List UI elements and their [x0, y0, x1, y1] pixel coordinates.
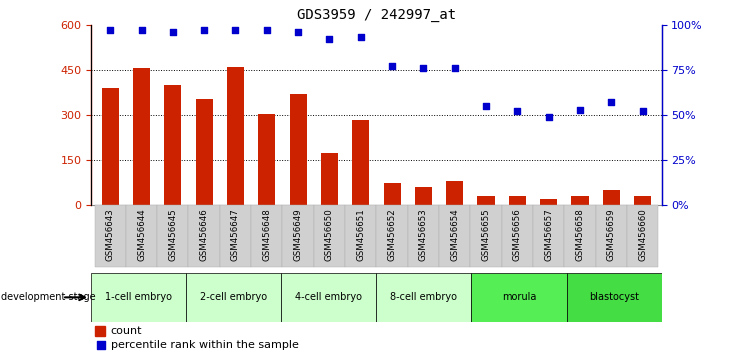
Text: 8-cell embryo: 8-cell embryo [390, 292, 458, 302]
Text: GSM456645: GSM456645 [168, 209, 178, 261]
Bar [501, 205, 533, 267]
Bar [540, 199, 557, 205]
Text: GSM456644: GSM456644 [137, 209, 146, 261]
Text: GSM456653: GSM456653 [419, 209, 428, 261]
Text: GSM456658: GSM456658 [575, 209, 585, 261]
Text: GSM456646: GSM456646 [200, 209, 208, 261]
Point [543, 114, 555, 120]
Text: GSM456660: GSM456660 [638, 209, 647, 261]
Bar [95, 326, 105, 336]
Bar [603, 190, 620, 205]
Bar [251, 205, 282, 267]
Text: GSM456652: GSM456652 [387, 209, 397, 261]
Point [575, 107, 586, 113]
Point [417, 65, 429, 71]
Bar [186, 273, 281, 322]
Text: GSM456659: GSM456659 [607, 209, 616, 261]
Title: GDS3959 / 242997_at: GDS3959 / 242997_at [297, 8, 456, 22]
Text: 2-cell embryo: 2-cell embryo [200, 292, 268, 302]
Text: 1-cell embryo: 1-cell embryo [105, 292, 173, 302]
Point [230, 27, 241, 33]
Bar [281, 273, 376, 322]
Bar [227, 67, 244, 205]
Bar [376, 273, 471, 322]
Point [261, 27, 273, 33]
Bar [477, 196, 495, 205]
Text: GSM456647: GSM456647 [231, 209, 240, 261]
Point [386, 63, 398, 69]
Bar [415, 187, 432, 205]
Point [637, 109, 648, 114]
Point [324, 36, 336, 42]
Bar [189, 205, 220, 267]
Bar [94, 205, 126, 267]
Bar [352, 120, 369, 205]
Bar [572, 196, 588, 205]
Point [167, 29, 178, 35]
Bar [157, 205, 189, 267]
Bar [509, 196, 526, 205]
Bar [258, 114, 276, 205]
Text: GSM456657: GSM456657 [545, 209, 553, 261]
Point [512, 109, 523, 114]
Bar [471, 273, 567, 322]
Bar [126, 205, 157, 267]
Bar [567, 273, 662, 322]
Bar [408, 205, 439, 267]
Bar [564, 205, 596, 267]
Text: percentile rank within the sample: percentile rank within the sample [110, 339, 298, 350]
Text: 4-cell embryo: 4-cell embryo [295, 292, 363, 302]
Text: GSM456650: GSM456650 [325, 209, 334, 261]
Point [136, 27, 148, 33]
Point [105, 27, 116, 33]
Point [449, 65, 461, 71]
Text: GSM456655: GSM456655 [482, 209, 491, 261]
Text: GSM456649: GSM456649 [294, 209, 303, 261]
Point [292, 29, 304, 35]
Bar [91, 273, 186, 322]
Bar [376, 205, 408, 267]
Bar [446, 181, 463, 205]
Bar [439, 205, 471, 267]
Text: morula: morula [501, 292, 537, 302]
Text: blastocyst: blastocyst [589, 292, 639, 302]
Text: GSM456651: GSM456651 [356, 209, 366, 261]
Bar [133, 68, 150, 205]
Bar [635, 196, 651, 205]
Point [605, 99, 617, 105]
Bar [321, 153, 338, 205]
Bar [596, 205, 627, 267]
Bar [164, 85, 181, 205]
Bar [102, 88, 118, 205]
Bar [289, 94, 307, 205]
Bar [220, 205, 251, 267]
Point [371, 281, 382, 287]
Text: GSM456643: GSM456643 [106, 209, 115, 261]
Text: development stage: development stage [1, 292, 96, 302]
Text: GSM456654: GSM456654 [450, 209, 459, 261]
Bar [196, 98, 213, 205]
Bar [533, 205, 564, 267]
Bar [314, 205, 345, 267]
Bar [384, 183, 401, 205]
Text: GSM456648: GSM456648 [262, 209, 271, 261]
Point [198, 27, 210, 33]
Point [480, 103, 492, 109]
Point [355, 35, 367, 40]
Bar [282, 205, 314, 267]
Bar [345, 205, 376, 267]
Text: GSM456656: GSM456656 [513, 209, 522, 261]
Bar [627, 205, 659, 267]
Text: count: count [110, 326, 142, 336]
Bar [471, 205, 501, 267]
